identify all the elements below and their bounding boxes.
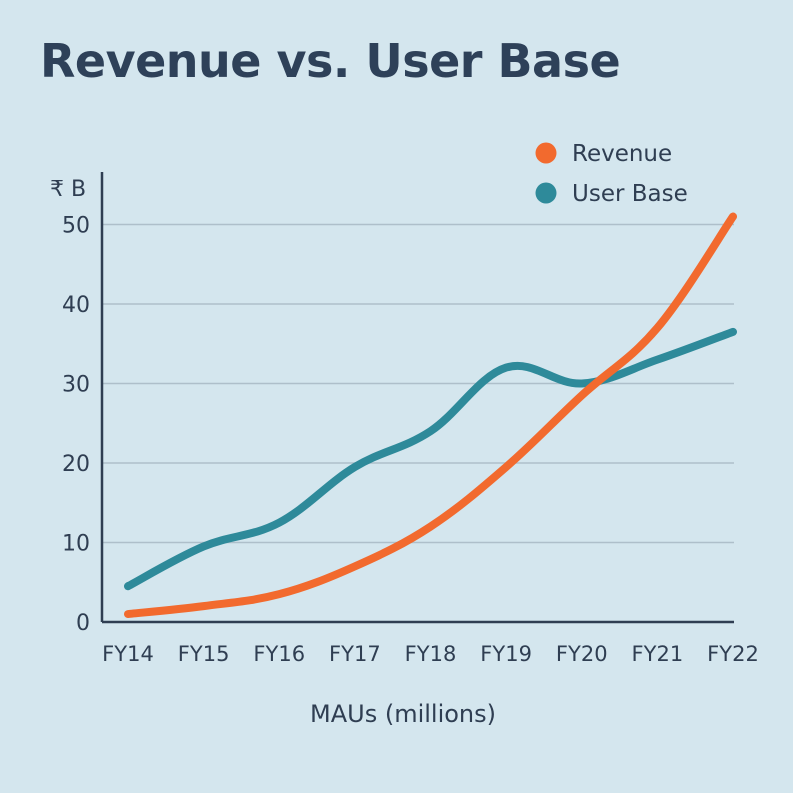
legend: Revenue User Base <box>535 141 688 207</box>
series-lines <box>124 212 737 619</box>
x-tick-label: FY16 <box>253 642 305 666</box>
series-line-user-base <box>124 327 737 591</box>
y-unit-label: ₹ B <box>50 177 86 202</box>
x-tick-label: FY20 <box>556 642 608 666</box>
y-tick-label: 40 <box>62 293 90 318</box>
legend-marker <box>535 142 557 164</box>
x-tick-label: FY19 <box>480 642 532 666</box>
x-tick-label: FY21 <box>632 642 684 666</box>
y-tick-label: 10 <box>62 532 90 557</box>
series-line-revenue <box>124 212 737 619</box>
legend-marker <box>535 182 557 204</box>
x-tick-label: FY18 <box>405 642 457 666</box>
legend-label: User Base <box>572 181 688 207</box>
y-tick-labels: 0 10 20 30 40 50 <box>62 214 90 637</box>
y-tick-label: 0 <box>76 611 90 636</box>
y-tick-label: 30 <box>62 373 90 398</box>
y-tick-label: 20 <box>62 452 90 477</box>
chart-title: Revenue vs. User Base <box>40 34 621 88</box>
x-axis-title: MAUs (millions) <box>310 700 496 728</box>
legend-label: Revenue <box>572 141 672 167</box>
grid <box>102 223 734 544</box>
y-tick-label: 50 <box>62 214 90 239</box>
x-tick-label: FY14 <box>102 642 154 666</box>
x-tick-label: FY15 <box>178 642 230 666</box>
x-tick-label: FY17 <box>329 642 381 666</box>
x-tick-label: FY22 <box>707 642 759 666</box>
x-tick-labels: FY14 FY15 FY16 FY17 FY18 FY19 FY20 FY21 FY22 <box>102 642 759 666</box>
